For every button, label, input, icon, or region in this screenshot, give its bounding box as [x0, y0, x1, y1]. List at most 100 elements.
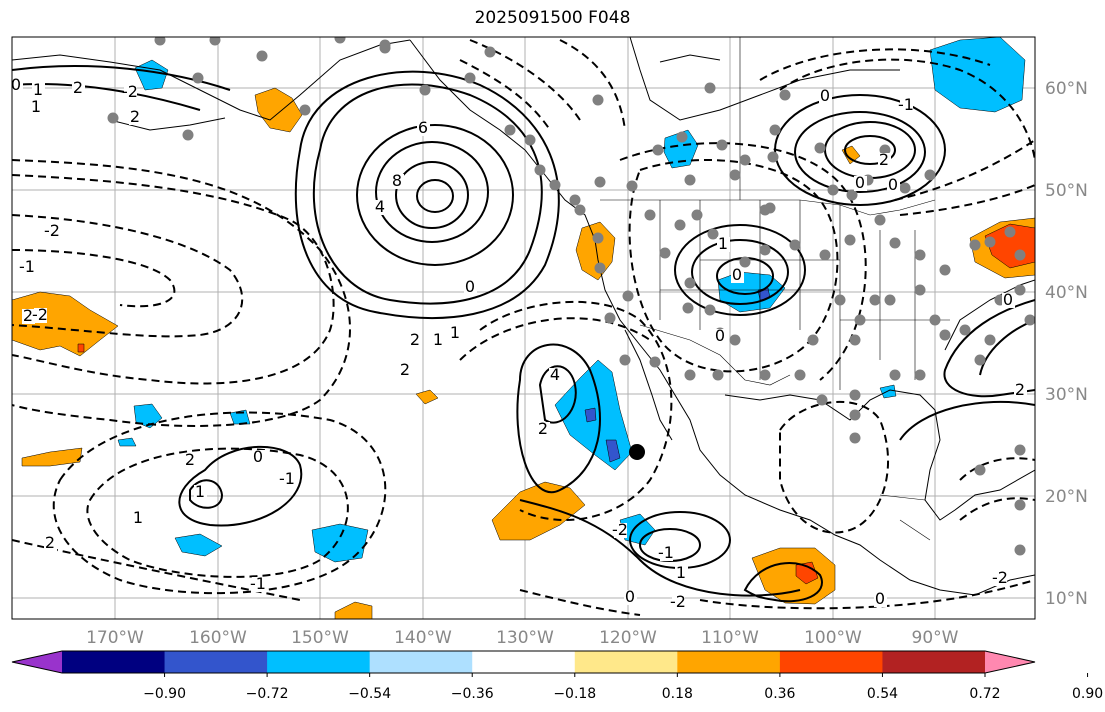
- station-dot: [676, 131, 688, 143]
- lat-label: 50°N: [1045, 181, 1088, 201]
- colorbar-segment: [267, 651, 371, 673]
- station-dot: [1014, 249, 1026, 261]
- contour-label-bg: [374, 200, 387, 215]
- lon-label: 140°W: [394, 628, 452, 648]
- contour-label: 2: [23, 306, 33, 325]
- colorbar-extend-max: [985, 651, 1035, 673]
- lon-label: 120°W: [599, 628, 657, 648]
- contour-label-bg: [714, 329, 727, 344]
- cyan-patch: [311, 523, 369, 563]
- contour-label: 2: [410, 330, 420, 349]
- station-dot: [1024, 314, 1035, 326]
- station-dot: [716, 139, 728, 151]
- colorbar-segment: [882, 651, 986, 673]
- contour-label-bg: [30, 100, 43, 115]
- contour-label-bg: [549, 368, 562, 383]
- contour-label-bg: [21, 260, 34, 275]
- station-dot: [846, 189, 858, 201]
- station-dot: [984, 334, 996, 346]
- orange-patch: [21, 447, 83, 467]
- contour-label-bg: [624, 590, 637, 605]
- station-dot: [684, 174, 696, 186]
- station-dot: [939, 329, 951, 341]
- station-dot: [684, 369, 696, 381]
- contour-label: 0: [888, 175, 898, 194]
- contour-label-bg: [124, 85, 137, 100]
- station-dot: [854, 314, 866, 326]
- station-dot: [899, 182, 911, 194]
- colorbar-segment: [574, 651, 678, 673]
- contour-label-bg: [672, 595, 685, 610]
- station-dot: [209, 37, 221, 46]
- orange-patch: [575, 221, 616, 281]
- station-dot: [604, 312, 616, 324]
- station-dot: [707, 228, 719, 240]
- station-dot: [929, 314, 941, 326]
- station-dot: [767, 151, 779, 163]
- lat-label: 30°N: [1045, 385, 1088, 405]
- station-dot: [834, 294, 846, 306]
- station-dot: [691, 209, 703, 221]
- contour-label-bg: [132, 511, 145, 526]
- colorbar-segment: [677, 651, 781, 673]
- station-dot: [549, 179, 561, 191]
- colorbar-tick-label: 0.90: [1072, 686, 1103, 702]
- station-dot: [684, 277, 696, 289]
- contour-label: 2: [45, 533, 55, 552]
- station-dot: [914, 249, 926, 261]
- contour-label: 2: [400, 360, 410, 379]
- station-dot: [569, 194, 581, 206]
- contour-label-bg: [464, 280, 477, 295]
- station-dot: [889, 237, 901, 249]
- station-dot: [592, 94, 604, 106]
- lon-label: 130°W: [496, 628, 554, 648]
- station-dot: [779, 89, 791, 101]
- contour-label: 1: [433, 330, 443, 349]
- plot-frame: [11, 36, 1036, 620]
- station-dot: [1004, 226, 1016, 238]
- lon-label: 110°W: [701, 628, 759, 648]
- station-dot: [789, 239, 801, 251]
- station-dot: [959, 324, 971, 336]
- station-dot: [849, 389, 861, 401]
- station-dot: [649, 356, 661, 368]
- contour-label: 0: [855, 173, 865, 192]
- station-dot: [739, 256, 751, 268]
- colorbar-tick-label: −0.72: [246, 686, 289, 702]
- cyan-patch: [663, 129, 699, 169]
- station-dot: [794, 369, 806, 381]
- station-dot: [154, 37, 166, 46]
- station-dot: [674, 219, 686, 231]
- contour-label: 0: [1003, 290, 1013, 309]
- colorbar-segment: [779, 651, 883, 673]
- lat-label: 60°N: [1045, 79, 1088, 99]
- contour-label: 4: [375, 197, 385, 216]
- contour-label: 1: [133, 508, 143, 527]
- contour-label-bg: [614, 523, 627, 538]
- colorbar: [11, 650, 1036, 674]
- contour-label: 2: [130, 107, 140, 126]
- contour-label: 0: [875, 589, 885, 608]
- station-dot: [739, 154, 751, 166]
- station-dot: [879, 144, 891, 156]
- contour-label-bg: [1014, 383, 1027, 398]
- station-dot: [924, 169, 936, 181]
- contour-label-bg: [537, 422, 550, 437]
- station-dot: [652, 144, 664, 156]
- station-dot: [974, 464, 986, 476]
- station-dot: [819, 249, 831, 261]
- contour-label: -2: [612, 520, 628, 539]
- contour-label: -1: [279, 469, 295, 488]
- contour-label: -2: [32, 305, 48, 324]
- contour-label: -1: [658, 543, 674, 562]
- political-borders: [600, 37, 950, 541]
- station-dot: [1014, 444, 1026, 456]
- station-dot: [464, 72, 476, 84]
- contour-label: 0: [11, 75, 21, 94]
- station-dot: [592, 232, 604, 244]
- colorbar-tick-label: 0.72: [969, 686, 1000, 702]
- station-dot: [1014, 544, 1026, 556]
- contour-label-bg: [252, 577, 265, 592]
- contour-label-bg: [675, 566, 688, 581]
